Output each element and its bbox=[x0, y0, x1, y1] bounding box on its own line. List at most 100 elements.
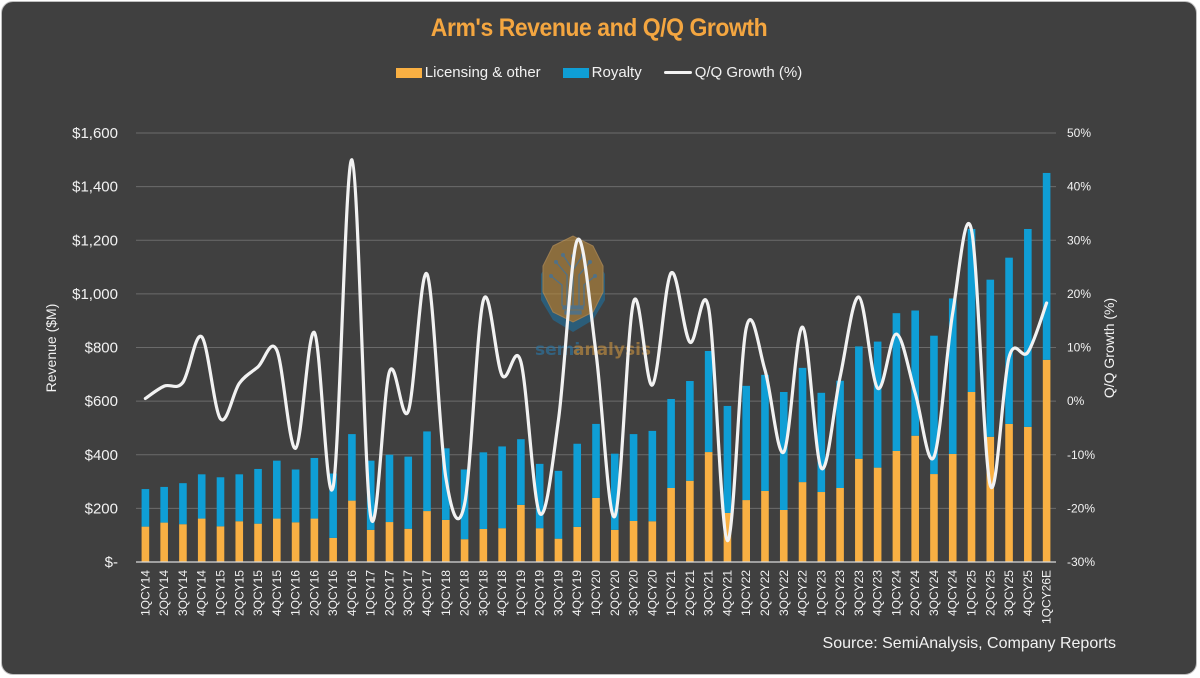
x-tick-label: 3QCY25 bbox=[1002, 570, 1016, 616]
growth-line-layer bbox=[143, 158, 1049, 543]
bar-royalty bbox=[197, 474, 206, 519]
bar-licensing bbox=[554, 538, 563, 562]
x-tick-label: 1QCY14 bbox=[138, 570, 152, 616]
x-tick-label: 1QCY19 bbox=[514, 570, 528, 616]
bar-licensing bbox=[686, 480, 694, 562]
x-tick-label: 4QCY14 bbox=[195, 570, 209, 616]
x-tick-label: 3QCY24 bbox=[927, 570, 941, 616]
x-tick-label: 1QCY26E bbox=[1040, 570, 1054, 624]
legend-item-royalty: Royalty bbox=[562, 64, 642, 81]
bar-licensing bbox=[348, 500, 356, 562]
left-tick-label: $600 bbox=[85, 393, 118, 410]
x-tick-label: 3QCY15 bbox=[251, 570, 265, 616]
bar-royalty bbox=[404, 456, 413, 529]
x-tick-label: 4QCY16 bbox=[345, 570, 359, 616]
bar-licensing bbox=[329, 537, 337, 562]
x-tick-label: 1QCY16 bbox=[289, 570, 303, 616]
x-tick-label: 4QCY22 bbox=[796, 570, 810, 616]
right-tick-label: -30% bbox=[1067, 555, 1095, 569]
bar-royalty bbox=[798, 367, 807, 483]
bar-licensing bbox=[704, 452, 713, 562]
growth-line bbox=[143, 158, 1049, 543]
bar-licensing bbox=[498, 528, 506, 562]
bar-licensing bbox=[216, 526, 225, 562]
bar-licensing bbox=[460, 539, 469, 562]
right-tick-label: -10% bbox=[1067, 448, 1095, 462]
bar-royalty bbox=[216, 477, 225, 527]
bar-licensing bbox=[179, 524, 187, 562]
x-tick-label: 1QCY23 bbox=[814, 570, 828, 616]
bar-licensing bbox=[610, 529, 619, 562]
left-axis-title: Revenue ($M) bbox=[43, 304, 59, 393]
x-tick-label: 3QCY17 bbox=[401, 570, 415, 616]
tree-icon bbox=[550, 254, 596, 315]
x-tick-label: 3QCY14 bbox=[176, 570, 190, 616]
bar-royalty bbox=[554, 470, 563, 539]
bar-royalty bbox=[254, 468, 262, 524]
legend-label-growth: Q/Q Growth (%) bbox=[694, 64, 803, 81]
chart-title: Arm's Revenue and Q/Q Growth bbox=[430, 14, 768, 42]
bar-royalty bbox=[1042, 172, 1051, 360]
x-tick-label: 3QCY21 bbox=[702, 570, 716, 616]
bar-licensing bbox=[911, 435, 919, 562]
bar-licensing bbox=[986, 436, 995, 562]
bar-licensing bbox=[310, 518, 319, 562]
bar-licensing bbox=[742, 500, 751, 562]
bar-licensing bbox=[273, 518, 281, 562]
bar-royalty bbox=[930, 335, 938, 475]
source-note: Source: SemiAnalysis, Company Reports bbox=[822, 635, 1116, 652]
bar-royalty bbox=[1005, 257, 1013, 424]
x-tick-label: 4QCY24 bbox=[946, 570, 960, 616]
x-tick-label: 2QCY25 bbox=[983, 570, 997, 616]
right-tick-label: 40% bbox=[1067, 180, 1091, 194]
x-tick-label: 2QCY15 bbox=[232, 570, 246, 616]
bar-licensing bbox=[160, 522, 168, 562]
right-axis-ticks: -30% -20% -10% 0% 10% 20% 30% 40% 50% bbox=[1067, 126, 1095, 569]
bar-licensing bbox=[817, 492, 826, 562]
legend: Licensing & other Royalty Q/Q Growth (%) bbox=[2, 64, 1196, 81]
x-tick-label: 3QCY22 bbox=[777, 570, 791, 616]
bar-royalty bbox=[366, 460, 375, 530]
watermark-text-analysis: analysis bbox=[573, 340, 651, 360]
bar-royalty bbox=[855, 346, 863, 459]
bar-licensing bbox=[1024, 426, 1032, 562]
bar-licensing bbox=[779, 509, 788, 562]
bar-royalty bbox=[179, 483, 187, 525]
bar-royalty bbox=[592, 423, 600, 498]
bar-royalty bbox=[348, 434, 356, 501]
x-tick-label: 2QCY14 bbox=[157, 570, 171, 616]
x-tick-label: 3QCY18 bbox=[476, 570, 490, 616]
bar-royalty bbox=[385, 454, 394, 523]
legend-item-licensing: Licensing & other bbox=[395, 64, 541, 81]
bar-royalty bbox=[817, 392, 826, 493]
left-tick-label: $1,600 bbox=[72, 125, 118, 142]
right-tick-label: 50% bbox=[1067, 126, 1091, 140]
legend-label-licensing: Licensing & other bbox=[424, 64, 541, 81]
bar-licensing bbox=[479, 529, 488, 562]
left-tick-label: $1,000 bbox=[72, 286, 118, 303]
bar-licensing bbox=[385, 522, 394, 562]
x-tick-label: 2QCY23 bbox=[833, 570, 847, 616]
bar-royalty bbox=[517, 439, 525, 505]
watermark-text-semi: semi bbox=[535, 340, 580, 360]
bar-licensing bbox=[592, 497, 600, 562]
bar-licensing bbox=[967, 392, 976, 562]
bar-licensing bbox=[573, 526, 582, 562]
bar-royalty bbox=[423, 431, 431, 512]
bar-licensing bbox=[855, 458, 863, 562]
bar-royalty bbox=[235, 474, 244, 522]
bar-licensing bbox=[423, 511, 431, 562]
left-tick-label: $- bbox=[105, 554, 118, 571]
x-tick-label: 1QCY24 bbox=[889, 570, 903, 616]
bar-royalty bbox=[667, 398, 675, 488]
right-tick-label: 20% bbox=[1067, 287, 1091, 301]
bar-licensing bbox=[1042, 359, 1051, 562]
x-tick-label: 2QCY18 bbox=[458, 570, 472, 616]
right-tick-label: -20% bbox=[1067, 501, 1095, 515]
legend-item-growth: Q/Q Growth (%) bbox=[663, 64, 803, 81]
bar-royalty bbox=[873, 341, 882, 468]
bar-licensing bbox=[235, 521, 244, 562]
bar-royalty bbox=[160, 486, 168, 523]
bar-licensing bbox=[404, 528, 413, 562]
x-tick-label: 1QCY15 bbox=[213, 570, 227, 616]
